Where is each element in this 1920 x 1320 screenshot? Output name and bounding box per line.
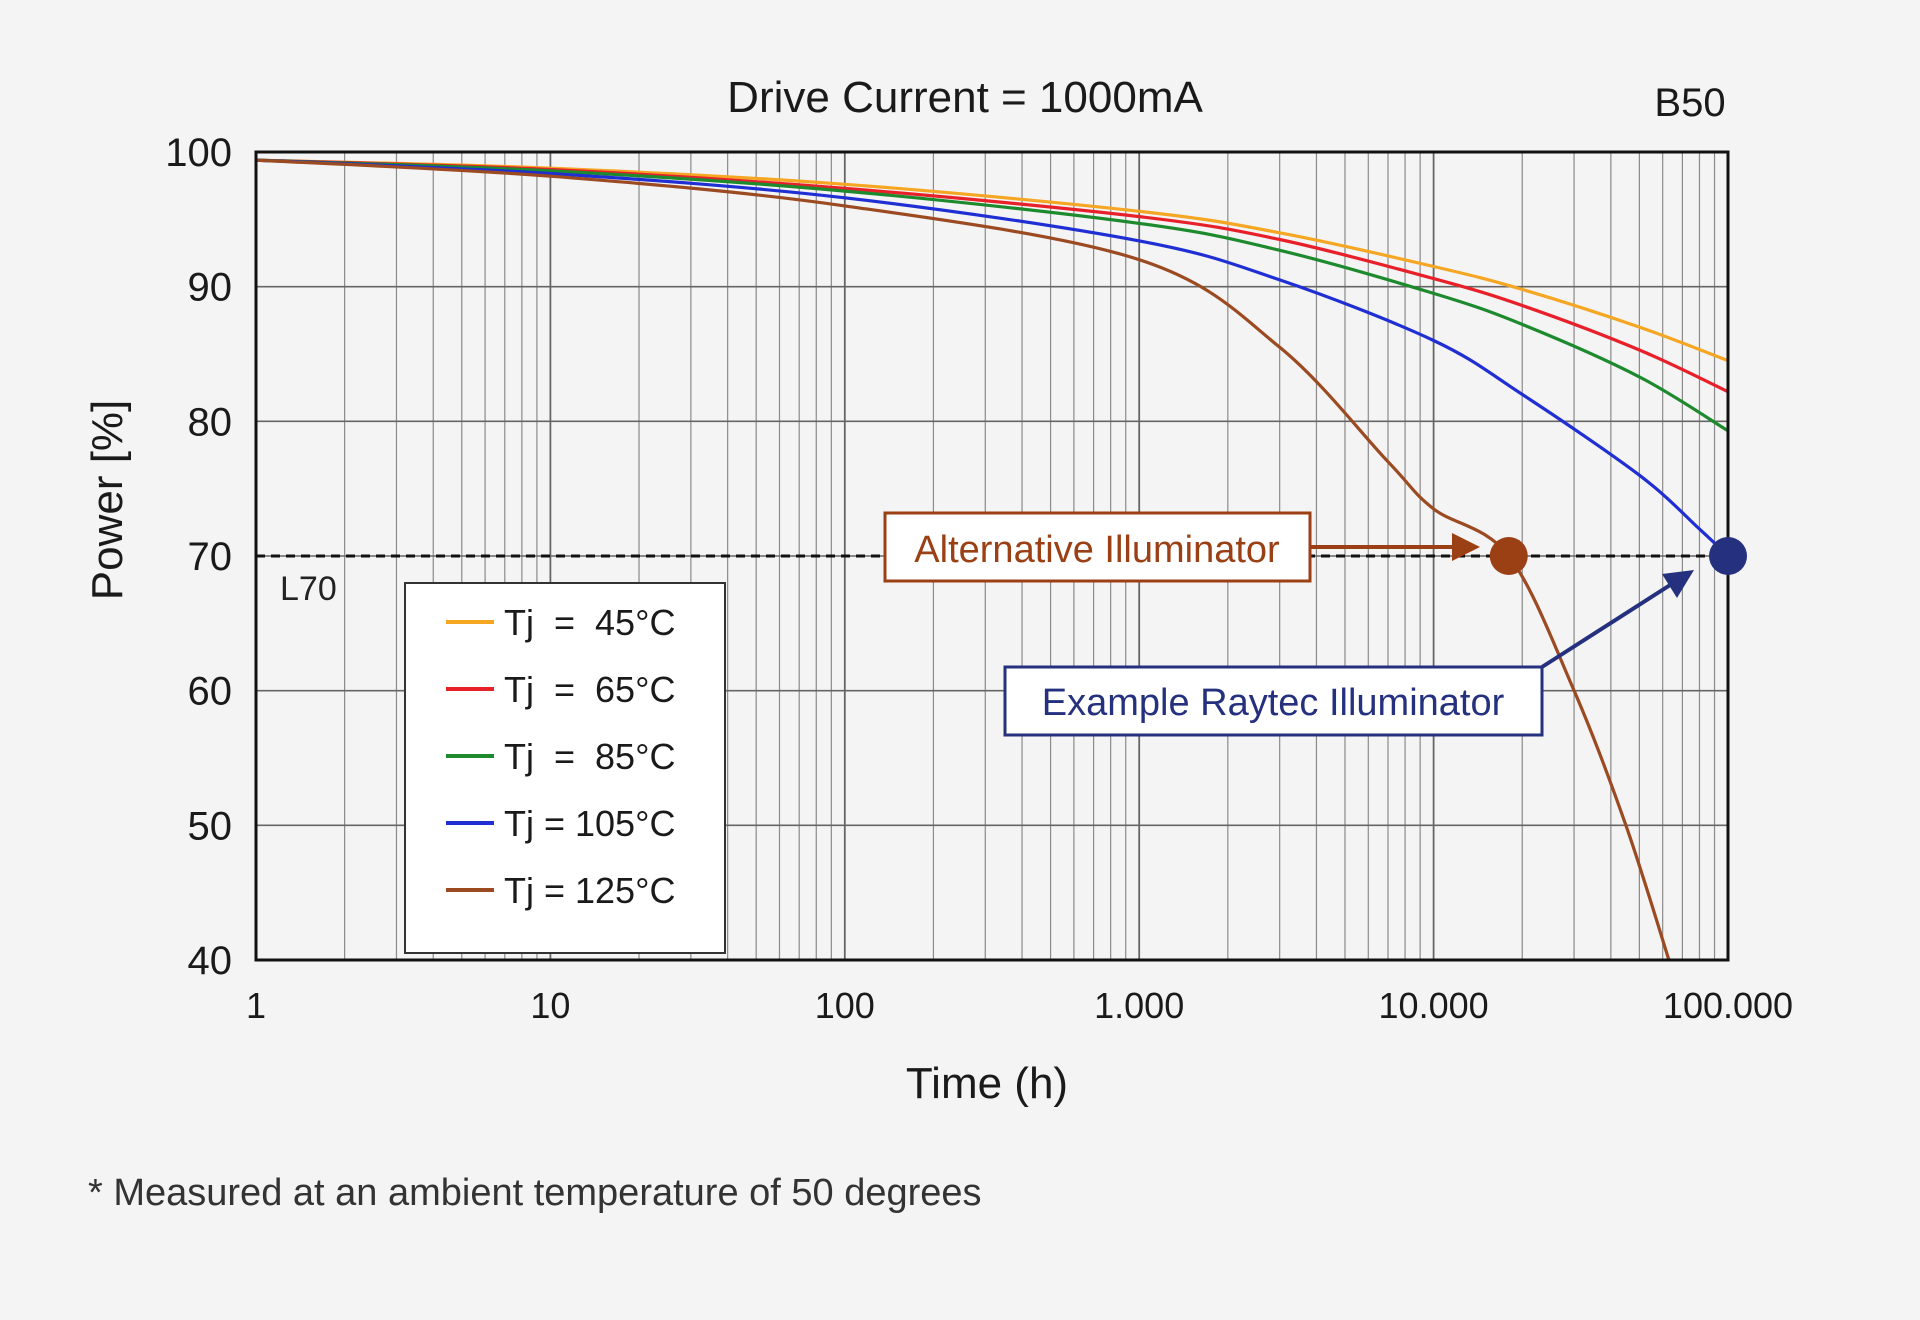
legend-label-2: Tj = 85°C (504, 736, 675, 777)
x-tick-label: 100 (815, 985, 875, 1026)
x-tick-labels: 1 10 100 1.000 10.000 100.000 (246, 985, 1793, 1026)
footnote: * Measured at an ambient temperature of … (88, 1172, 982, 1214)
y-axis-label: Power [%] (83, 400, 132, 601)
x-tick-label: 100.000 (1663, 985, 1793, 1026)
series-line-2 (255, 158, 1729, 433)
raytec-callout-arrow (1540, 578, 1680, 669)
x-tick-label: 1.000 (1094, 985, 1184, 1026)
x-tick-label: 1 (246, 985, 266, 1026)
x-axis-label: Time (h) (906, 1059, 1068, 1108)
y-tick-labels: 40 50 60 70 80 90 100 (165, 131, 232, 983)
raytec-illuminator-callout: Example Raytec Illuminator (1003, 537, 1747, 737)
legend-label-3: Tj = 105°C (504, 803, 675, 844)
alternative-arrow-head (1452, 533, 1480, 561)
legend-label-4: Tj = 125°C (504, 870, 675, 911)
chart-title: Drive Current = 1000mA (727, 73, 1203, 122)
y-tick-label: 50 (188, 804, 233, 848)
y-tick-label: 70 (188, 535, 233, 579)
x-tick-label: 10.000 (1379, 985, 1489, 1026)
raytec-callout-box (1003, 665, 1544, 737)
alternative-l70-marker (1489, 537, 1528, 575)
corner-label: B50 (1654, 81, 1725, 125)
y-tick-label: 60 (188, 670, 233, 714)
raytec-arrow-head (1662, 570, 1694, 598)
y-tick-label: 90 (188, 266, 233, 310)
x-tick-label: 10 (530, 985, 570, 1026)
legend-label-0: Tj = 45°C (504, 602, 675, 643)
alternative-callout-label: Alternative Illuminator (914, 529, 1280, 571)
alternative-illuminator-callout: Alternative Illuminator (883, 511, 1528, 583)
raytec-l70-marker (1709, 537, 1747, 575)
legend-label-1: Tj = 65°C (504, 669, 675, 710)
l70-label: L70 (280, 570, 337, 608)
alternative-callout-box (883, 511, 1312, 583)
raytec-callout-label: Example Raytec Illuminator (1042, 682, 1505, 724)
series-line-4 (255, 158, 1671, 961)
y-tick-label: 80 (188, 400, 233, 444)
series-line-3 (255, 158, 1730, 558)
legend: Tj = 45°C Tj = 65°C Tj = 85°C Tj = 105°C Tj … (404, 582, 726, 954)
y-tick-label: 40 (188, 939, 233, 983)
series-line-0 (255, 158, 1729, 363)
y-tick-label: 100 (165, 131, 232, 175)
series-lines (255, 158, 1730, 961)
